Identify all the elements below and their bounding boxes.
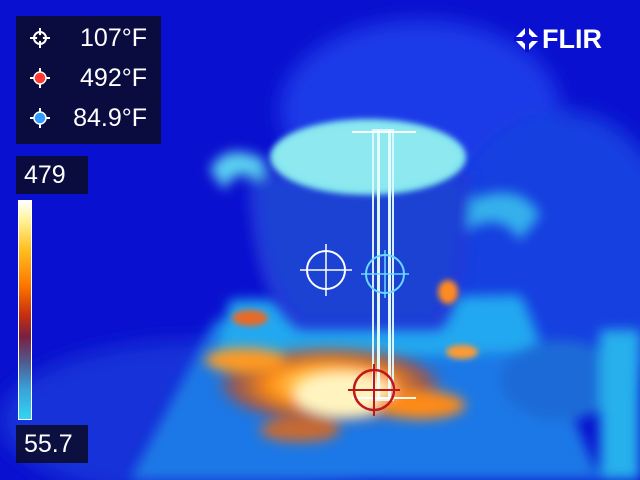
scale-min-box: 55.7	[16, 425, 88, 463]
cold-spot-crosshair-icon	[30, 108, 50, 128]
hot-spot-temperature: 492°F	[80, 64, 147, 92]
spot-meter-hot[interactable]	[348, 364, 400, 416]
measurement-row-cold: 84.9°F	[16, 98, 161, 138]
scale-max-box: 479	[16, 156, 88, 194]
measurement-panel: 107°F 492°F 84.9°F	[16, 16, 161, 144]
spot-meter-cold[interactable]	[361, 250, 409, 298]
flir-logo: FLIR	[514, 22, 614, 58]
temperature-color-scale	[18, 200, 32, 420]
center-spot-temperature: 107°F	[80, 24, 147, 52]
scale-max-value: 479	[24, 161, 66, 189]
measurement-row-hot: 492°F	[16, 58, 161, 98]
scale-min-value: 55.7	[24, 430, 73, 458]
white-crosshair-icon	[30, 28, 50, 48]
cold-spot-temperature: 84.9°F	[73, 104, 147, 132]
hot-spot-crosshair-icon	[30, 68, 50, 88]
brand-name: FLIR	[542, 24, 602, 54]
flir-mark-icon	[514, 26, 540, 52]
measurement-row-center: 107°F	[16, 18, 161, 58]
spot-meter-white[interactable]	[300, 244, 352, 296]
